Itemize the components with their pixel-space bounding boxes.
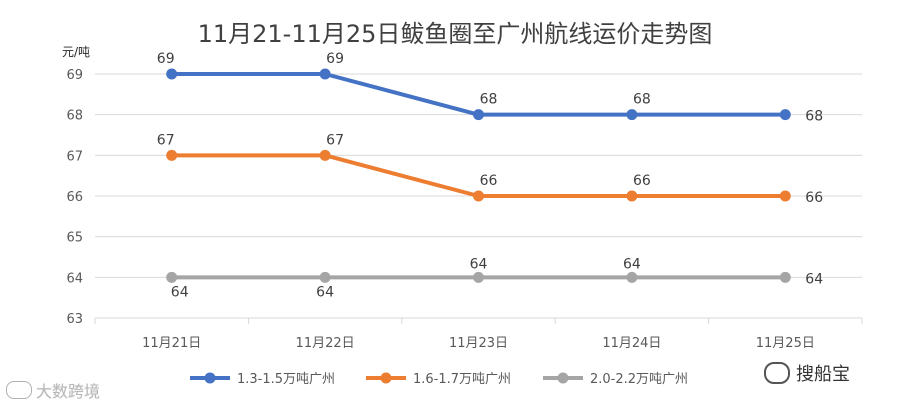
legend: 1.3-1.5万吨广州 1.6-1.7万吨广州 2.0-2.2万吨广州	[190, 372, 688, 387]
data-label: 66	[480, 173, 498, 189]
y-tick-label: 69	[66, 68, 83, 83]
data-label: 68	[805, 109, 823, 125]
x-tick-label: 11月21日	[142, 336, 201, 351]
legend-label: 2.0-2.2万吨广州	[590, 372, 688, 387]
watermark-left: 大数跨境	[6, 378, 100, 402]
data-point	[779, 271, 791, 283]
data-point	[473, 109, 484, 121]
x-tick-label: 11月25日	[756, 336, 815, 351]
data-label: 68	[480, 92, 498, 108]
watermark-right: 搜船宝	[764, 360, 850, 386]
data-point	[319, 68, 331, 80]
data-point	[473, 271, 484, 283]
watermark-left-logo	[6, 381, 32, 399]
data-point	[626, 190, 638, 202]
series-line	[171, 153, 786, 198]
x-tick-label: 11月22日	[296, 336, 355, 351]
data-labels: 69 69 68 68 68 67 67 66 66 66 64 64 64 64 64	[157, 51, 823, 300]
data-point	[166, 149, 178, 161]
data-point	[779, 109, 791, 121]
chart-title: 11月21-11月25日鲅鱼圈至广州航线运价走势图	[198, 20, 713, 48]
data-point	[473, 190, 484, 202]
legend-marker	[204, 372, 216, 384]
data-label: 64	[316, 284, 334, 300]
wechat-icon	[764, 362, 790, 384]
x-tick-label: 11月24日	[602, 336, 661, 351]
y-axis-tick-labels: 63 64 65 66 67 68 69	[66, 68, 83, 327]
data-point	[319, 271, 331, 283]
data-label: 64	[623, 256, 641, 272]
y-axis-unit-label: 元/吨	[62, 45, 90, 59]
y-tick-label: 64	[66, 271, 83, 286]
y-tick-label: 68	[66, 109, 83, 124]
series-line	[171, 72, 786, 117]
data-label: 67	[326, 132, 344, 148]
data-label: 64	[470, 256, 488, 272]
data-label: 69	[157, 51, 175, 67]
y-tick-label: 67	[66, 149, 83, 164]
legend-marker	[557, 372, 569, 384]
y-tick-label: 65	[66, 231, 83, 246]
watermark-left-text: 大数跨境	[36, 382, 101, 401]
x-axis: 11月21日 11月22日 11月23日 11月24日 11月25日	[94, 318, 863, 351]
data-point	[166, 68, 178, 80]
data-point	[166, 271, 178, 283]
data-point	[319, 149, 331, 161]
data-label: 69	[326, 51, 344, 67]
legend-label: 1.6-1.7万吨广州	[413, 372, 511, 387]
data-point	[779, 190, 791, 202]
data-label: 68	[633, 92, 651, 108]
data-label: 64	[171, 284, 189, 300]
series-lines	[166, 68, 791, 283]
data-label: 66	[633, 173, 651, 189]
watermark-right-text: 搜船宝	[796, 364, 850, 385]
y-tick-label: 63	[66, 312, 83, 327]
legend-label: 1.3-1.5万吨广州	[237, 372, 335, 387]
legend-marker	[380, 372, 392, 384]
data-label: 66	[805, 190, 823, 206]
data-label: 64	[805, 271, 823, 287]
data-point	[626, 109, 638, 121]
x-tick-label: 11月23日	[449, 336, 508, 351]
y-tick-label: 66	[66, 190, 83, 205]
data-label: 67	[157, 132, 175, 148]
data-point	[626, 271, 638, 283]
